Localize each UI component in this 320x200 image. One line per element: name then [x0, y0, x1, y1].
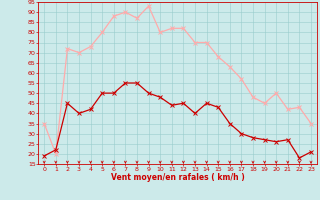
X-axis label: Vent moyen/en rafales ( km/h ): Vent moyen/en rafales ( km/h ) [111, 173, 244, 182]
